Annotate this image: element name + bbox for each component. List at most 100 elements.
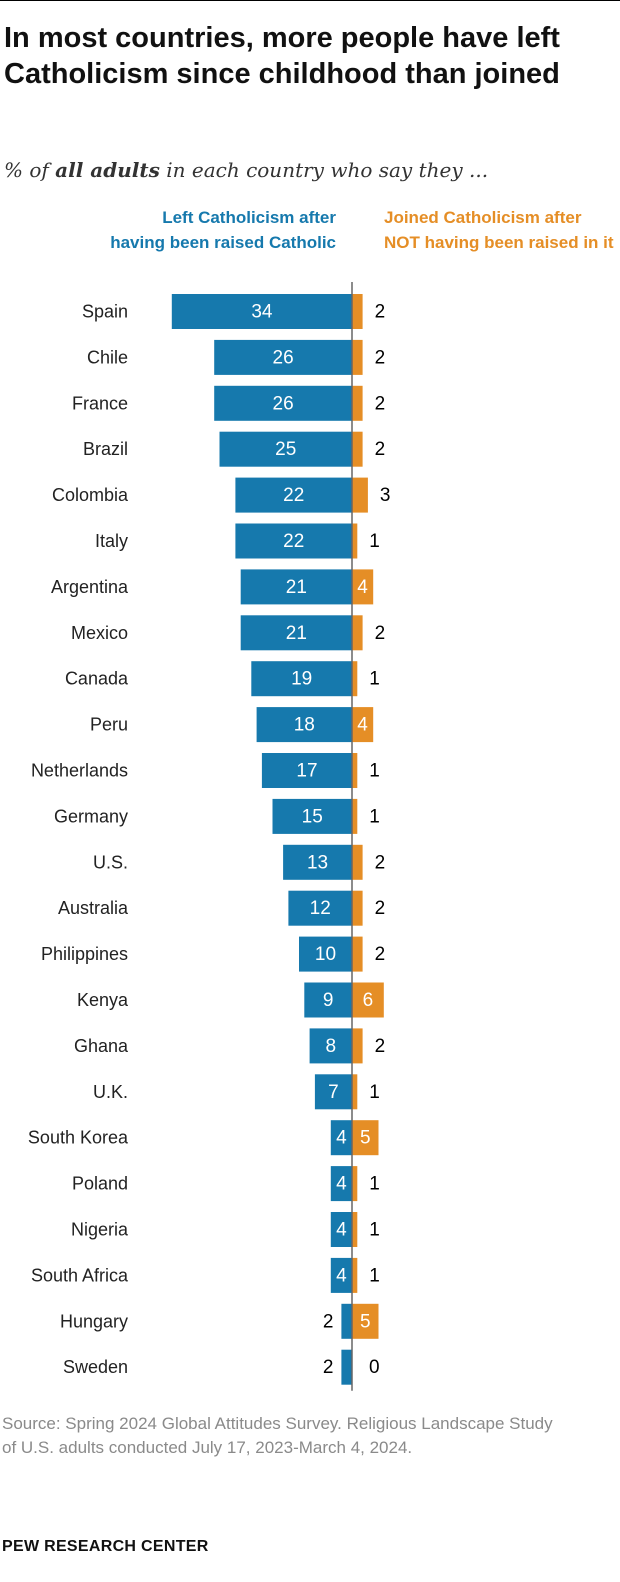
value-label-left: 12: [310, 898, 331, 919]
value-label-right: 2: [375, 393, 386, 414]
category-label: Netherlands: [31, 761, 128, 781]
value-label-left: 34: [251, 302, 273, 323]
legend-right-series: Joined Catholicism after NOT having been…: [384, 208, 614, 252]
chart-subtitle: % of all adults in each country who say …: [4, 158, 488, 182]
bar-right: [352, 1303, 379, 1339]
bar-left: [272, 798, 352, 834]
value-label-left: 2: [323, 1357, 334, 1378]
value-label-left: 26: [273, 393, 294, 414]
category-label: Hungary: [60, 1311, 128, 1331]
bar-left: [309, 1028, 352, 1064]
brand-logo-text: PEW RESEARCH CENTER: [2, 1538, 209, 1555]
value-label-left: 15: [302, 806, 323, 827]
bar-right: [352, 661, 358, 697]
category-label: U.S.: [93, 852, 128, 872]
value-label-left: 18: [294, 715, 315, 736]
value-label-right: 1: [369, 1082, 380, 1103]
bar-left: [330, 1212, 352, 1247]
bar-left: [214, 339, 352, 375]
bar-left: [330, 1257, 352, 1293]
bar-right: [352, 1166, 358, 1202]
bar-left: [330, 1166, 352, 1202]
bar-left: [261, 753, 352, 788]
category-label: Kenya: [77, 990, 129, 1010]
value-label-left: 21: [286, 623, 307, 644]
category-label: France: [72, 393, 128, 413]
bar-left: [240, 615, 352, 651]
bar-left: [240, 569, 352, 605]
bar-left: [235, 477, 352, 513]
value-label-right: 5: [360, 1128, 371, 1149]
value-label-left: 7: [328, 1082, 339, 1103]
value-label-right: 2: [375, 302, 386, 323]
value-label-right: 4: [357, 577, 368, 598]
value-label-right: 2: [375, 439, 386, 460]
value-label-left: 2: [323, 1311, 334, 1332]
bar-right: [352, 294, 363, 329]
bar-left: [219, 431, 352, 467]
bar-right: [352, 569, 374, 605]
value-label-left: 21: [286, 577, 307, 598]
bar-right: [352, 982, 384, 1018]
bar-left: [288, 890, 352, 926]
category-label: Spain: [82, 302, 128, 322]
bar-right: [352, 1120, 379, 1156]
value-label-left: 26: [273, 347, 294, 368]
bar-left: [214, 385, 352, 421]
bar-left: [283, 844, 352, 880]
value-label-left: 17: [296, 761, 317, 782]
bar-right: [352, 1257, 358, 1293]
value-label-right: 6: [363, 990, 374, 1011]
category-label: Peru: [90, 715, 128, 735]
bar-left: [330, 1120, 352, 1156]
category-label: South Korea: [28, 1128, 129, 1148]
category-label: South Africa: [31, 1265, 129, 1285]
bar-right: [352, 523, 358, 559]
value-label-left: 10: [315, 944, 336, 965]
value-label-right: 2: [375, 944, 386, 965]
category-label: Mexico: [71, 623, 128, 643]
value-label-left: 22: [283, 531, 304, 552]
bar-right: [352, 890, 363, 926]
bar-right: [352, 431, 363, 467]
bar-right: [352, 1028, 363, 1064]
bar-left: [235, 523, 352, 559]
value-label-left: 8: [326, 1036, 337, 1057]
value-label-right: 1: [369, 806, 380, 827]
value-label-right: 1: [369, 531, 380, 552]
bar-left: [171, 294, 352, 329]
value-label-left: 19: [291, 669, 312, 690]
value-label-right: 1: [369, 1174, 380, 1195]
value-label-right: 1: [369, 761, 380, 782]
value-label-right: 2: [375, 347, 386, 368]
bar-right: [352, 1212, 358, 1247]
category-label: Germany: [54, 806, 128, 826]
category-label: Sweden: [63, 1357, 128, 1377]
value-label-right: 2: [375, 623, 386, 644]
subtitle-text: % of: [4, 158, 56, 182]
bar-left: [314, 1074, 352, 1110]
value-label-left: 4: [336, 1128, 347, 1149]
bar-right: [352, 844, 363, 880]
value-label-left: 4: [336, 1174, 347, 1195]
category-label: U.K.: [93, 1082, 128, 1102]
category-label: Australia: [58, 898, 129, 918]
bar-left: [341, 1349, 352, 1385]
category-label: Chile: [87, 347, 128, 367]
bar-left: [304, 982, 352, 1018]
chart-title: In most countries, more people have left…: [4, 22, 560, 90]
category-label: Italy: [95, 531, 128, 551]
value-label-right: 1: [369, 1265, 380, 1286]
value-label-left: 22: [283, 485, 304, 506]
bar-right: [352, 936, 363, 972]
top-rule: [0, 0, 620, 1]
source-note: Source: Spring 2024 Global Attitudes Sur…: [2, 1414, 553, 1457]
bar-left: [256, 707, 352, 743]
bar-right: [352, 385, 363, 421]
value-label-left: 4: [336, 1265, 347, 1286]
subtitle-emphasis: all adults: [55, 158, 160, 182]
value-label-right: 1: [369, 1220, 380, 1241]
bar-left: [251, 661, 352, 697]
category-label: Canada: [65, 669, 129, 689]
category-label: Nigeria: [71, 1220, 129, 1240]
